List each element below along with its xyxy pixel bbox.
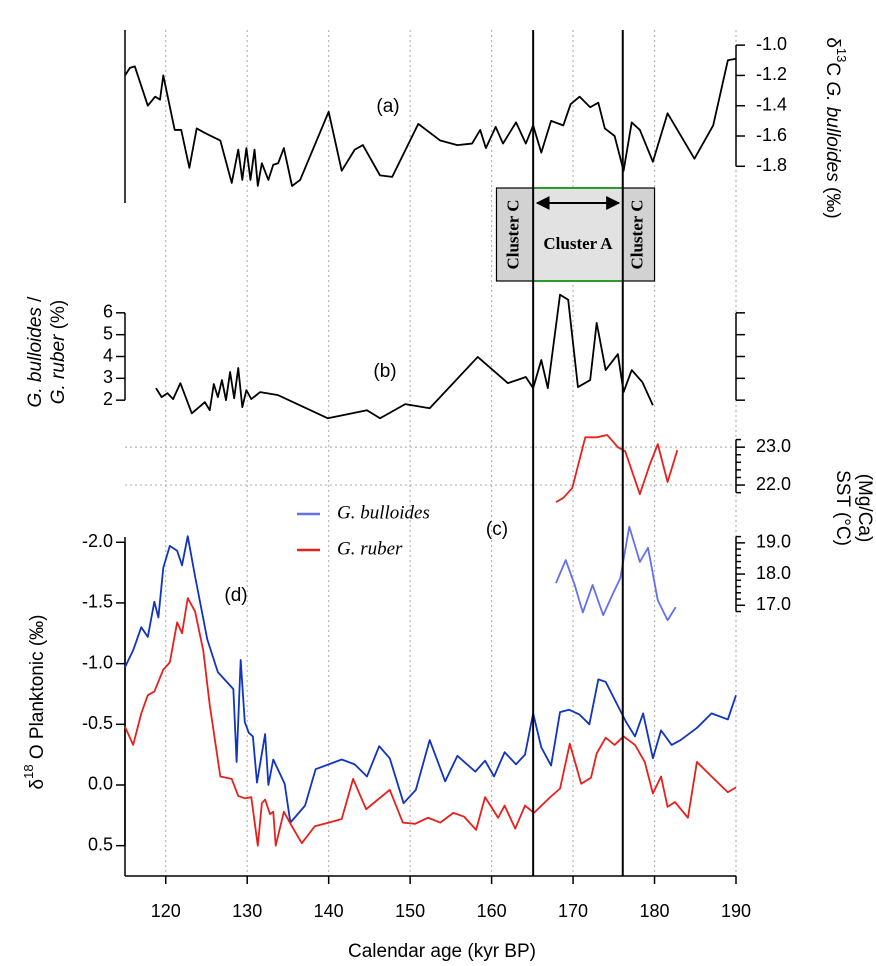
series-line [124, 597, 737, 847]
series-line [124, 535, 737, 824]
y-label-part: δ [27, 779, 48, 790]
x-tick-label: 130 [232, 901, 262, 921]
y-axis-label: G. ruber (%) [48, 300, 69, 405]
y-tick-label: -2.0 [82, 531, 113, 551]
cluster-box [622, 187, 656, 282]
y-label-part: 13 [834, 48, 849, 62]
y-axis-label: G. bulloides / [25, 296, 46, 408]
x-tick-label: 160 [477, 901, 507, 921]
background-layer [125, 30, 737, 876]
x-tick-label: 190 [721, 901, 751, 921]
y-axis-label: δ13C G. bulloides (‰) [822, 37, 849, 218]
y-tick-label: 17.0 [756, 594, 791, 614]
legend-label: G. ruber [337, 538, 403, 559]
x-tick-label: 170 [558, 901, 588, 921]
series-line [155, 293, 654, 420]
panel-label: (c) [486, 519, 508, 540]
y-axis-label: (Mg/Ca) [854, 474, 875, 543]
y-tick-label: 5 [103, 323, 113, 343]
y-tick-label: -1.0 [82, 652, 113, 672]
y-tick-label: 0.0 [88, 774, 113, 794]
y-tick-label: 23.0 [756, 436, 791, 456]
y-label-part: G. ruber [48, 334, 69, 404]
y-label-part: / [25, 296, 46, 302]
cluster-label: Cluster A [543, 234, 613, 253]
y-tick-label: 3 [103, 367, 113, 387]
y-label-part: (%) [48, 300, 69, 330]
y-tick-label: -1.5 [82, 592, 113, 612]
series-line [555, 525, 677, 622]
y-label-part: O Planktonic (‰) [27, 615, 48, 760]
cluster-label: Cluster C [504, 199, 523, 269]
y-tick-label: -1.6 [756, 125, 787, 145]
cluster-box [495, 187, 534, 282]
y-tick-label: 18.0 [756, 563, 791, 583]
x-tick-label: 140 [314, 901, 344, 921]
x-axis-label: Calendar age (kyr BP) [348, 941, 536, 962]
y-label-part: (‰) [822, 187, 843, 219]
y-tick-label: -1.4 [756, 94, 787, 114]
y-tick-label: 4 [103, 345, 113, 365]
y-label-part: 18 [21, 764, 36, 778]
y-tick-label: 0.5 [88, 834, 113, 854]
x-tick-label: 180 [640, 901, 670, 921]
legend-label: G. bulloides [337, 502, 430, 523]
panel-label: (d) [224, 585, 247, 606]
y-label-part: G. bulloides [25, 307, 46, 408]
series-line [555, 434, 679, 503]
y-axis-label: δ18 O Planktonic (‰) [19, 615, 48, 790]
y-tick-label: 6 [103, 302, 113, 322]
cluster-label: Cluster C [628, 199, 647, 269]
y-label-part: C [822, 62, 843, 76]
panel-label: (b) [373, 361, 396, 382]
panel-label: (a) [376, 96, 399, 117]
y-label-part: δ [822, 37, 843, 48]
y-tick-label: 2 [103, 389, 113, 409]
y-tick-label: -1.8 [756, 155, 787, 175]
y-tick-label: 19.0 [756, 532, 791, 552]
y-tick-label: -1.0 [756, 34, 787, 54]
y-label-part: G. bulloides [822, 81, 843, 182]
x-tick-label: 150 [395, 901, 425, 921]
y-tick-label: 22.0 [756, 474, 791, 494]
series-line [124, 57, 737, 187]
y-axis-label: SST (°C) [832, 470, 853, 546]
y-tick-label: -1.2 [756, 64, 787, 84]
x-tick-label: 120 [151, 901, 181, 921]
y-tick-label: -0.5 [82, 713, 113, 733]
